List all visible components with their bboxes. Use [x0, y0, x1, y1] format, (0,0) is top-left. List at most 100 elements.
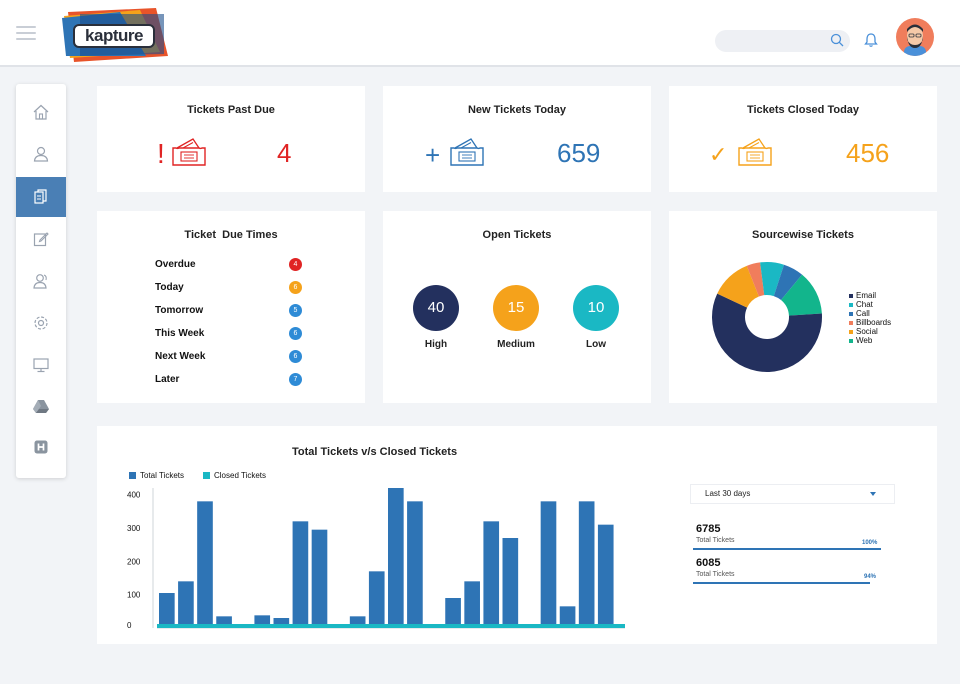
- sidebar-item-user[interactable]: [16, 134, 66, 174]
- card-total-vs-closed: Total Tickets v/s Closed Tickets Total T…: [97, 426, 937, 644]
- bell-icon[interactable]: [863, 32, 879, 48]
- total-tickets-bar[interactable]: [273, 618, 290, 628]
- donut-slice-chat[interactable]: [767, 262, 784, 297]
- legend-swatch: [849, 329, 853, 334]
- closed-tickets-pct: 94%: [864, 574, 877, 580]
- sidebar-item-tickets[interactable]: [16, 177, 66, 217]
- monitor-icon: [33, 358, 49, 373]
- legend-label: Total Tickets: [140, 471, 185, 480]
- open-medium-circle[interactable]: 15: [493, 285, 539, 331]
- total-tickets-bar[interactable]: [349, 616, 366, 628]
- sidebar-item-h[interactable]: [16, 427, 66, 467]
- sidebar-item-users[interactable]: [16, 261, 66, 301]
- due-count-badge: 6: [289, 327, 302, 340]
- closed-today-count: 456: [846, 138, 890, 168]
- date-range-dropdown[interactable]: Last 30 days: [690, 484, 895, 504]
- total-tickets-bar[interactable]: [445, 598, 461, 628]
- card-sourcewise-tickets: Sourcewise Tickets Email Chat Call Billboar…: [669, 211, 937, 403]
- due-row-label: Later: [155, 374, 180, 385]
- due-count-badge: 6: [289, 350, 302, 363]
- y-tick-label: 200: [127, 557, 141, 566]
- search-icon[interactable]: [830, 33, 844, 47]
- total-tickets-bar[interactable]: [597, 524, 614, 628]
- due-count-badge: 7: [289, 373, 302, 386]
- card-ticket-due-times: Ticket Due Times Overdue 4 Today 6 Tomorrow 5…: [97, 211, 365, 403]
- due-row-label: Next Week: [155, 351, 206, 362]
- edit-icon: [33, 232, 49, 247]
- donut-slice-billboards[interactable]: [746, 262, 765, 297]
- total-tickets-bar[interactable]: [483, 521, 500, 628]
- legend-label: Call: [856, 309, 870, 318]
- total-tickets-progress: [693, 548, 881, 550]
- user-icon: [33, 146, 49, 162]
- y-tick-label: 0: [127, 621, 132, 630]
- total-tickets-bar[interactable]: [464, 581, 480, 628]
- sidebar-item-settings[interactable]: [16, 303, 66, 343]
- due-count-badge: 4: [289, 258, 302, 271]
- total-tickets-bar[interactable]: [197, 501, 213, 628]
- open-high-circle[interactable]: 40: [413, 285, 459, 331]
- total-tickets-bar[interactable]: [407, 501, 423, 628]
- donut-slice-email[interactable]: [712, 293, 822, 372]
- due-row-label: Tomorrow: [155, 305, 204, 316]
- total-tickets-bar[interactable]: [502, 538, 519, 628]
- y-tick-label: 100: [127, 591, 141, 600]
- past-due-count: 4: [277, 138, 292, 168]
- legend-swatch: [203, 472, 210, 479]
- sidebar-item-edit[interactable]: [16, 219, 66, 259]
- new-today-count: 659: [557, 138, 601, 168]
- legend-item-web: Web: [849, 336, 872, 345]
- chevron-down-icon: [870, 492, 876, 496]
- closed-tickets-bar[interactable]: [157, 624, 625, 628]
- y-tick-label: 400: [127, 491, 141, 500]
- card-title: Open Tickets: [482, 229, 552, 241]
- legend-swatch: [849, 320, 853, 325]
- legend-swatch: [849, 338, 853, 343]
- chart-legend-closed: Closed Tickets: [203, 471, 266, 480]
- sourcewise-donut-chart: [712, 262, 822, 372]
- due-count-badge: 5: [289, 304, 302, 317]
- hamburger-menu-icon[interactable]: [16, 26, 36, 40]
- total-tickets-bar[interactable]: [292, 521, 309, 628]
- sidebar-item-drive[interactable]: [16, 386, 66, 426]
- legend-item-email: Email: [849, 291, 876, 300]
- card-title: Tickets Closed Today: [746, 104, 860, 116]
- kapture-logo[interactable]: kapture: [60, 6, 170, 62]
- card-title: Ticket Due Times: [184, 229, 278, 241]
- total-tickets-bar[interactable]: [368, 571, 385, 628]
- donut-slice-chat[interactable]: [760, 262, 767, 296]
- ticket-icon: [450, 138, 484, 166]
- total-tickets-bar[interactable]: [388, 488, 404, 628]
- open-low-circle[interactable]: 10: [573, 285, 619, 331]
- total-tickets-bar[interactable]: [159, 593, 175, 628]
- donut-slice-web[interactable]: [781, 274, 822, 316]
- total-tickets-bar[interactable]: [311, 529, 328, 628]
- total-tickets-bar[interactable]: [578, 501, 595, 628]
- closed-tickets-value: 6085: [696, 557, 721, 569]
- date-range-label: Last 30 days: [705, 489, 751, 498]
- users-icon: [33, 274, 47, 289]
- ticket-icon: [172, 138, 206, 166]
- legend-label: Email: [856, 291, 877, 300]
- legend-label: Billboards: [856, 318, 892, 327]
- sidebar-item-monitor[interactable]: [16, 345, 66, 385]
- search-input[interactable]: [715, 30, 850, 52]
- donut-slice-social[interactable]: [717, 265, 759, 308]
- donut-slice-call[interactable]: [773, 264, 803, 301]
- legend-item-call: Call: [849, 309, 870, 318]
- sidebar-item-home[interactable]: [16, 92, 66, 132]
- legend-swatch: [849, 302, 853, 307]
- legend-swatch: [129, 472, 136, 479]
- card-new-tickets-today: New Tickets Today + 659: [383, 86, 651, 192]
- gear-icon: [34, 316, 48, 330]
- total-tickets-bar[interactable]: [559, 606, 576, 628]
- total-tickets-bar[interactable]: [540, 501, 557, 628]
- open-medium-label: Medium: [497, 339, 535, 350]
- total-tickets-bar[interactable]: [216, 616, 232, 628]
- total-tickets-bar[interactable]: [178, 581, 194, 628]
- legend-item-social: Social: [849, 327, 878, 336]
- bar-chart: 400 300 200 100 0: [127, 488, 625, 630]
- card-title: Sourcewise Tickets: [752, 229, 854, 241]
- avatar[interactable]: [896, 18, 934, 56]
- closed-tickets-label: Total Tickets: [696, 571, 735, 578]
